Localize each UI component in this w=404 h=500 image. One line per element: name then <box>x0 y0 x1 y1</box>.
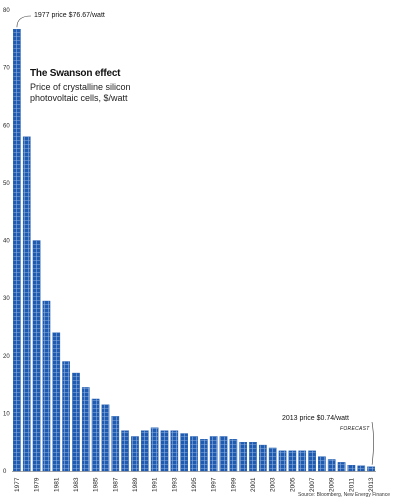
y-tick-label-80: 80 <box>3 8 10 14</box>
bar-1978 <box>22 136 31 472</box>
x-tick-label-1993: 1993 <box>171 477 178 492</box>
annotation-leaders <box>16 15 374 465</box>
x-tick-label-1985: 1985 <box>93 477 100 492</box>
bar-2007 <box>308 450 316 472</box>
x-tick-label-2001: 2001 <box>250 477 257 492</box>
x-tick-label-1977: 1977 <box>14 477 21 492</box>
bar-2003 <box>268 447 277 472</box>
x-tick-label-1999: 1999 <box>230 477 237 492</box>
bar-2009 <box>327 459 336 472</box>
bar-2013 <box>367 466 375 472</box>
bar-1998 <box>219 436 228 472</box>
bar-1977 <box>13 28 21 472</box>
chart-title: The Swanson effect <box>30 68 121 79</box>
bar-2000 <box>239 441 248 472</box>
x-tick-label-2003: 2003 <box>270 477 277 492</box>
bar-2002 <box>259 444 267 472</box>
bar-2006 <box>298 450 307 472</box>
bar-1989 <box>131 436 139 472</box>
bar-1997 <box>209 436 218 472</box>
x-tick-label-1995: 1995 <box>191 477 198 492</box>
x-axis: 1977 1979 1981 1983 1985 1987 1989 1991 1993 1995… <box>12 471 376 492</box>
y-tick-label-40: 40 <box>3 239 10 245</box>
y-tick-label-10: 10 <box>3 411 10 417</box>
bar-1999 <box>229 439 238 472</box>
chart-subtitle: Price of crystalline silicon photovoltai… <box>30 82 131 103</box>
bar-1995 <box>190 436 198 472</box>
x-tick-label-1989: 1989 <box>132 477 139 492</box>
x-tick-label-2013: 2013 <box>368 477 375 492</box>
x-tick-label-1981: 1981 <box>53 477 60 492</box>
bar-2001 <box>249 441 257 472</box>
bar-1992 <box>160 430 169 472</box>
x-tick-label-1979: 1979 <box>34 477 41 492</box>
bar-1991 <box>150 427 159 472</box>
x-tick-label-1987: 1987 <box>112 477 119 492</box>
leader-1977 <box>16 15 31 28</box>
y-tick-label-20: 20 <box>3 354 10 360</box>
bar-2008 <box>318 456 326 472</box>
bar-2005 <box>288 450 297 472</box>
y-tick-label-0: 0 <box>3 469 7 475</box>
bar-1990 <box>140 430 149 472</box>
y-tick-label-70: 70 <box>3 66 10 72</box>
bar-1980 <box>42 300 51 472</box>
bar-2012 <box>357 465 366 472</box>
y-axis: 0 10 20 30 40 50 60 70 80 <box>3 8 10 475</box>
bar-1988 <box>121 430 129 472</box>
x-tick-label-1991: 1991 <box>152 477 159 492</box>
bar-1985 <box>91 398 100 472</box>
bar-1993 <box>170 430 179 472</box>
bar-1986 <box>101 404 110 472</box>
bar-2004 <box>278 450 287 472</box>
bar-1994 <box>180 433 189 472</box>
bar-1979 <box>32 240 41 472</box>
bar-1981 <box>52 332 61 472</box>
annotation-1977-price: 1977 price $76.67/watt <box>34 12 105 19</box>
bar-1982 <box>62 361 70 472</box>
x-tick-label-2009: 2009 <box>329 477 336 492</box>
leader-2013 <box>371 421 374 465</box>
x-tick-label-2011: 2011 <box>348 478 355 492</box>
bar-2010 <box>337 462 346 472</box>
x-tick-label-2005: 2005 <box>289 477 296 492</box>
source-note: Source: Bloomberg, New Energy Finance <box>298 492 390 498</box>
bar-1984 <box>81 387 90 472</box>
bar-2011 <box>347 465 356 472</box>
bar-1996 <box>199 439 208 472</box>
annotation-forecast: FORECAST <box>340 426 370 432</box>
annotation-2013-price: 2013 price $0.74/watt <box>282 415 349 422</box>
bars <box>13 28 375 472</box>
x-tick-label-1997: 1997 <box>211 477 218 492</box>
y-tick-label-60: 60 <box>3 123 10 129</box>
y-tick-label-50: 50 <box>3 181 10 187</box>
y-tick-label-30: 30 <box>3 296 10 302</box>
x-tick-label-1983: 1983 <box>73 477 80 492</box>
bar-1987 <box>111 416 120 472</box>
bar-1983 <box>72 372 80 472</box>
x-tick-label-2007: 2007 <box>309 477 316 492</box>
